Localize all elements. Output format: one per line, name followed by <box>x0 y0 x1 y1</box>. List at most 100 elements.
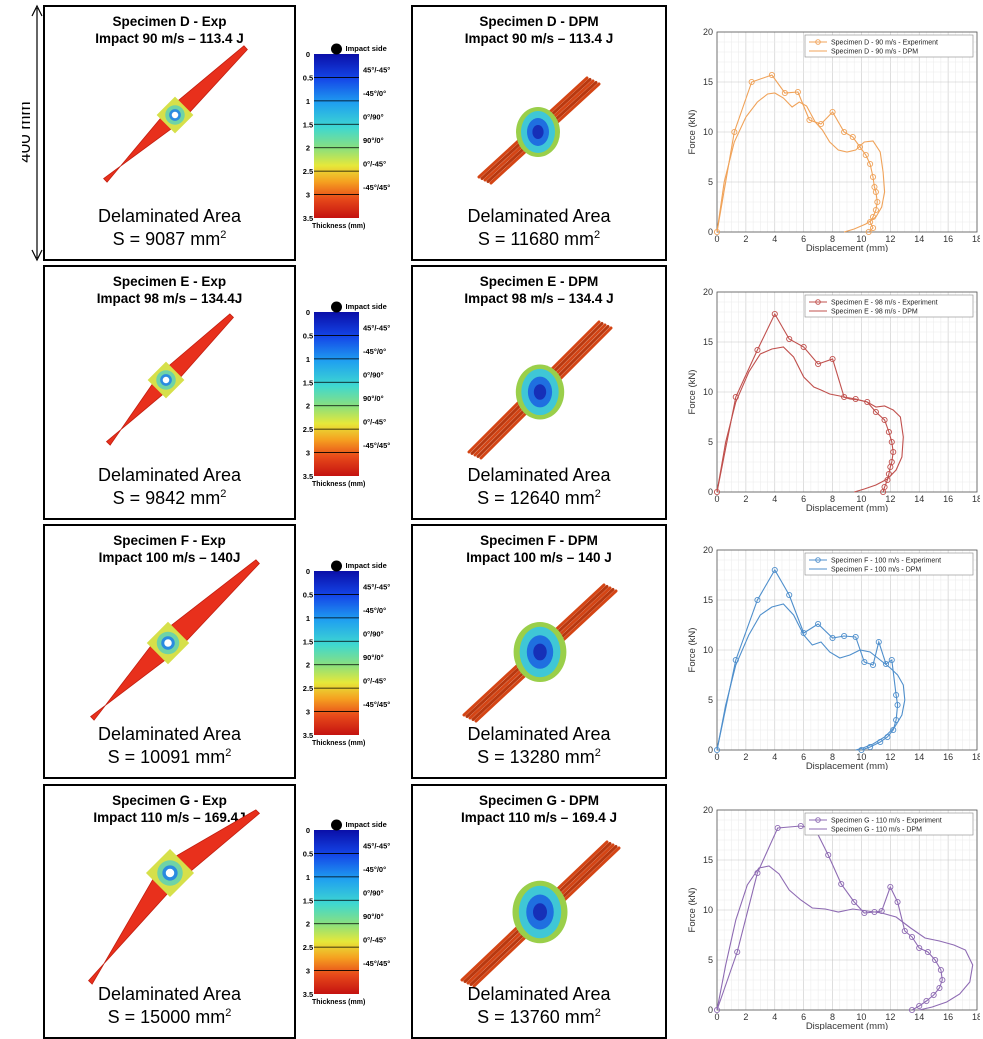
delaminated-area-label: Delaminated Area <box>467 206 611 226</box>
delaminated-area-value: S = 12640 mm2 <box>413 487 665 510</box>
colorbar-layer-label: 0°/90° <box>363 113 384 122</box>
colorbar-tick: 3.5 <box>303 214 313 223</box>
area-unit-exponent: 2 <box>225 747 232 759</box>
colorbar-tick: 3.5 <box>303 731 313 740</box>
data-point <box>869 173 877 181</box>
x-tick-label: 6 <box>801 752 806 762</box>
specimen-exp-image <box>103 45 248 183</box>
delaminated-area-exp: Delaminated Area S = 10091 mm2 <box>45 723 294 769</box>
panel-exp: Specimen F - Exp Impact 100 m/s – 140J Del… <box>43 524 296 779</box>
panel-exp: Specimen E - Exp Impact 98 m/s – 134.4J De… <box>43 265 296 520</box>
panel-exp-title-line: Specimen G - Exp <box>112 793 227 808</box>
colorbar-tick: 0.5 <box>303 849 313 858</box>
delaminated-area-label: Delaminated Area <box>97 724 242 744</box>
colorbar-gradient <box>314 830 359 994</box>
data-point <box>930 991 937 999</box>
force-displacement-chart: 0 2 4 6 8 10 12 14 16 18 0 5 10 15 20 Displacement (mm)… <box>687 805 980 1030</box>
x-tick-label: 6 <box>801 234 806 244</box>
data-point <box>800 343 807 351</box>
thickness-label: Thickness (mm) <box>312 223 365 230</box>
thickness-colorbar: Impact side 0 0.5 1 1.5 2 2.5 3 3.5 45°/-45° -45°/… <box>303 819 390 1006</box>
delaminated-area-label: Delaminated Area <box>97 465 242 485</box>
panel-dpm-title-line: Specimen E - DPM <box>479 274 599 289</box>
force-displacement-chart: 0 2 4 6 8 10 12 14 16 18 0 5 10 15 20 Displacement (mm)… <box>687 545 980 770</box>
colorbar-tick: 2 <box>306 661 310 670</box>
panel-exp-title: Specimen D - Exp Impact 90 m/s – 113.4 J <box>45 13 294 47</box>
data-point <box>916 1002 923 1010</box>
specimen-dpm-image <box>460 840 621 988</box>
series-line <box>716 346 904 493</box>
data-point <box>869 661 877 669</box>
series-line <box>716 312 894 493</box>
x-tick-label: 6 <box>801 494 806 504</box>
series-line <box>716 92 886 233</box>
panel-dpm-title: Specimen G - DPM Impact 110 m/s – 169.4 J <box>413 792 665 826</box>
y-tick-label: 20 <box>703 805 713 815</box>
delaminated-area-dpm: Delaminated Area S = 12640 mm2 <box>413 464 665 510</box>
delaminated-area-exp: Delaminated Area S = 15000 mm2 <box>45 983 294 1029</box>
colorbar-layer-label: 45°/-45° <box>363 842 390 851</box>
data-point <box>867 160 874 168</box>
colorbar-tick: 3 <box>306 191 310 200</box>
legend-box <box>804 294 974 318</box>
force-displacement-chart: 0 2 4 6 8 10 12 14 16 18 0 5 10 15 20 Displacement (mm)… <box>687 27 980 252</box>
colorbar-tick: 0.5 <box>303 331 313 340</box>
data-point <box>864 398 871 406</box>
colorbar-tick: 1 <box>306 355 310 364</box>
panel-dpm-title-line: Specimen F - DPM <box>480 533 598 548</box>
colorbar-tick: 1.5 <box>303 637 313 646</box>
data-point <box>754 596 761 604</box>
data-point <box>865 228 872 236</box>
thickness-label: Thickness (mm) <box>312 740 365 747</box>
data-point <box>916 944 923 952</box>
y-tick-label: 0 <box>708 487 713 497</box>
y-axis-label: Force (kN) <box>687 628 698 673</box>
data-point <box>894 898 901 906</box>
data-point <box>923 997 930 1005</box>
plot-frame <box>716 809 978 1011</box>
colorbar-gradient <box>314 312 359 476</box>
data-point <box>829 634 836 642</box>
specimen-exp-shape <box>103 45 248 183</box>
y-axis-label: Force (kN) <box>687 110 698 155</box>
data-point <box>838 880 845 888</box>
panel-dpm-title-line: Specimen D - DPM <box>479 14 599 29</box>
specimen-dpm-image <box>477 76 601 185</box>
colorbar-layer-label: 90°/0° <box>363 912 384 921</box>
data-point <box>856 143 864 151</box>
area-unit-exponent: 2 <box>594 1007 601 1019</box>
data-point <box>939 976 946 984</box>
colorbar-layer-label: 90°/0° <box>363 394 384 403</box>
colorbar-tick: 1 <box>306 614 310 623</box>
delaminated-area-value: S = 11680 mm2 <box>413 228 665 251</box>
data-point <box>748 78 755 86</box>
colorbar-layer-label: -45°/0° <box>363 865 386 874</box>
x-tick-label: 4 <box>772 494 777 504</box>
panel-dpm: Specimen F - DPM Impact 100 m/s – 140 J De… <box>411 524 667 779</box>
panel-exp-title-line: Specimen F - Exp <box>113 533 226 548</box>
legend-entry: Specimen E - 98 m/s - DPM <box>831 309 918 316</box>
delaminated-area-value: S = 15000 mm2 <box>45 1006 294 1029</box>
specimen-dpm-image <box>467 320 613 460</box>
series-line <box>716 603 906 751</box>
impact-hole <box>164 639 172 647</box>
colorbar-tick: 1 <box>306 97 310 106</box>
y-tick-label: 0 <box>708 1005 713 1015</box>
y-tick-label: 20 <box>703 545 713 555</box>
plot-frame <box>716 549 978 751</box>
arrow-down-icon <box>31 249 43 262</box>
colorbar-layer-label: -45°/45° <box>363 183 390 192</box>
legend-entry: Specimen D - 90 m/s - Experiment <box>831 40 938 47</box>
series-line <box>716 74 878 233</box>
area-value-text: S = 15000 mm <box>107 1007 226 1027</box>
colorbar-layer-label: 0°/90° <box>363 889 384 898</box>
panel-exp: Specimen D - Exp Impact 90 m/s – 113.4 J D… <box>43 5 296 261</box>
y-tick-label: 15 <box>703 337 713 347</box>
panel-dpm-title-line: Specimen G - DPM <box>478 793 600 808</box>
x-tick-label: 18 <box>972 1012 980 1022</box>
area-value-text: S = 11680 mm <box>477 229 595 249</box>
panel-exp-title-line: Impact 90 m/s – 113.4 J <box>95 31 244 46</box>
colorbar-layer-label: 45°/-45° <box>363 324 390 333</box>
x-tick-label: 0 <box>714 1012 719 1022</box>
legend-marker <box>815 817 821 823</box>
